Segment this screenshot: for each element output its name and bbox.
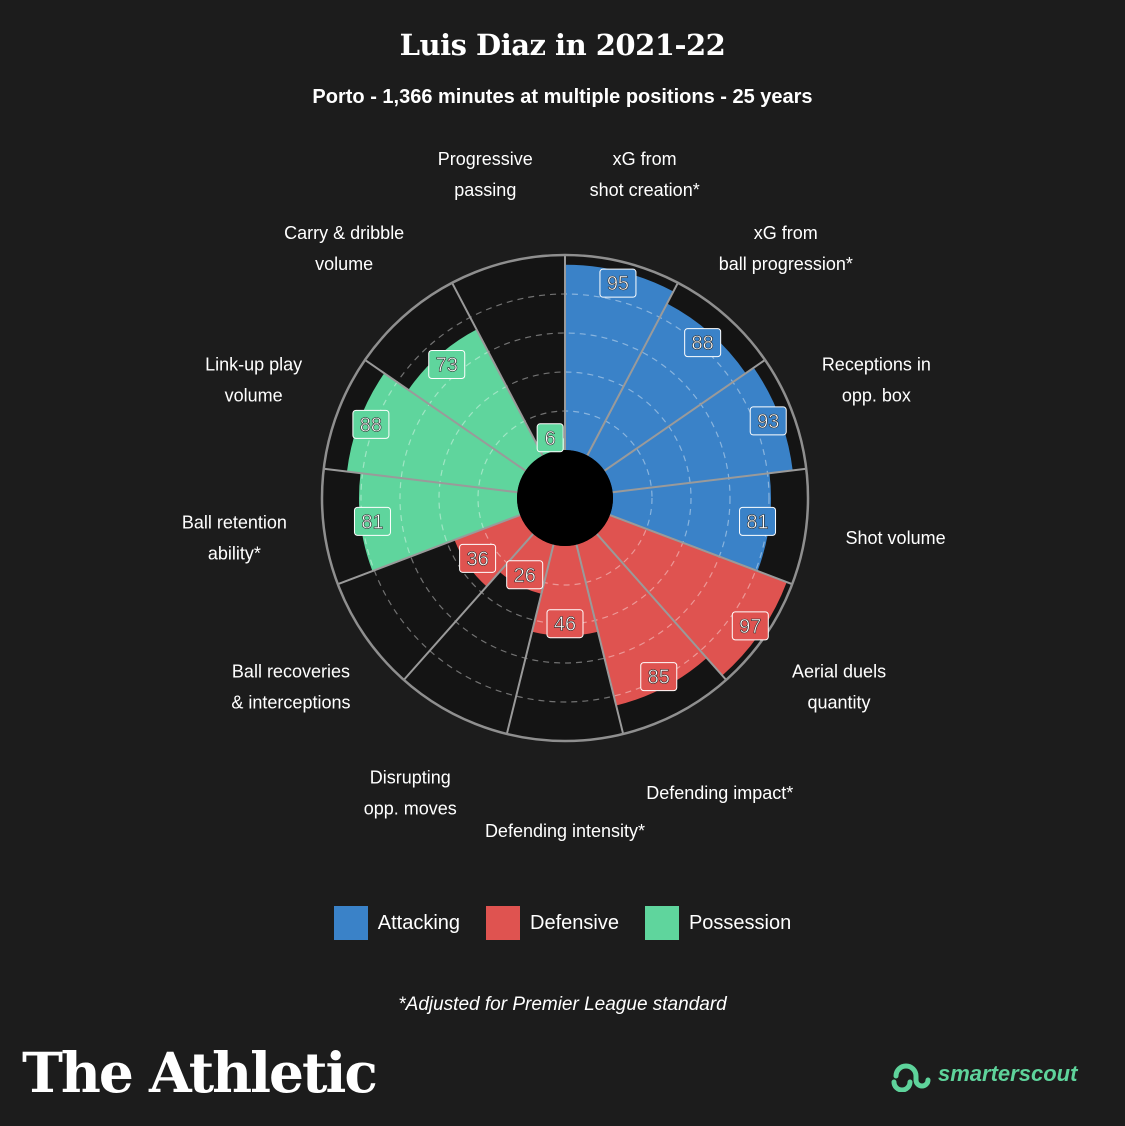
category-label: shot creation*	[590, 180, 700, 200]
category-label: Defending intensity*	[485, 821, 645, 841]
smarterscout-logo-icon	[891, 1063, 931, 1092]
value-label: 95	[607, 273, 629, 295]
value-label: 88	[360, 414, 382, 436]
value-badge	[459, 543, 497, 573]
legend: Attacking Defensive Possession	[0, 906, 1125, 940]
value-badge	[739, 506, 777, 536]
footnote: *Adjusted for Premier League standard	[398, 994, 727, 1015]
value-badge	[731, 611, 769, 641]
bar-shot-volume	[609, 473, 771, 572]
value-badge	[536, 423, 564, 453]
category-label: Defending impact*	[646, 783, 793, 803]
radial-separator	[403, 533, 534, 681]
category-label: opp. box	[842, 385, 911, 405]
legend-swatch-defensive	[486, 906, 521, 940]
value-label: 46	[554, 614, 576, 636]
value-badge	[428, 350, 466, 380]
category-label: passing	[454, 180, 516, 200]
value-badge	[684, 328, 722, 358]
category-label: xG from	[613, 149, 677, 169]
category-label: ball progression*	[719, 254, 853, 274]
value-badge	[546, 609, 584, 639]
category-label: Link-up play	[205, 354, 302, 374]
radial-separator	[612, 467, 807, 494]
category-label: Aerial duels	[792, 662, 886, 682]
partner-logo: smarterscout	[890, 1056, 1077, 1092]
value-label: 81	[746, 511, 768, 533]
category-label: Ball retention	[182, 513, 287, 533]
legend-label-possession: Possession	[688, 911, 792, 934]
value-label: 36	[466, 548, 488, 570]
category-label: Receptions in	[822, 354, 931, 374]
center-hole	[517, 450, 613, 546]
partner-name: smarterscout	[938, 1061, 1078, 1086]
category-label: Shot volume	[846, 528, 946, 548]
value-label: 73	[436, 355, 458, 377]
value-label: 6	[545, 428, 556, 450]
radial-separator	[575, 544, 625, 735]
bar-xg-from-shot-creation	[565, 264, 674, 456]
value-badge	[352, 409, 390, 439]
value-label: 85	[648, 667, 670, 689]
radial-separator	[323, 467, 518, 494]
category-label: Disrupting	[370, 767, 451, 787]
category-label: xG from	[754, 223, 818, 243]
category-label: volume	[315, 254, 373, 274]
category-label: volume	[225, 385, 283, 405]
value-badge	[640, 662, 678, 692]
value-badge	[506, 560, 544, 590]
legend-item-possession: Possession	[644, 906, 792, 940]
legend-label-defensive: Defensive	[530, 911, 619, 934]
value-label: 97	[739, 616, 761, 638]
category-label: Ball recoveries	[232, 662, 350, 682]
value-badge	[749, 406, 787, 436]
radial-separator	[505, 544, 555, 735]
bar-receptions-in-opp-box	[604, 367, 793, 493]
bar-link-up-play-volume	[347, 373, 526, 493]
value-badge	[353, 506, 391, 536]
radial-separator	[586, 282, 679, 456]
value-badge	[599, 268, 637, 298]
radial-separator	[596, 533, 727, 681]
radial-separator	[337, 514, 521, 586]
grid-circle-40	[438, 371, 692, 625]
category-label: Progressive	[438, 149, 533, 169]
radial-separator	[603, 359, 766, 472]
value-label: 88	[692, 333, 714, 355]
radial-separator	[364, 359, 527, 472]
category-label: ability*	[208, 544, 261, 564]
chart-subtitle: Porto - 1,366 minutes at multiple positi…	[312, 86, 813, 108]
value-label: 26	[514, 565, 536, 587]
value-label: 93	[757, 411, 779, 433]
brand-logo: The Athletic	[22, 1040, 378, 1105]
legend-label-attacking: Attacking	[377, 911, 461, 934]
chart-title: Luis Diaz in 2021-22	[399, 28, 726, 62]
category-label: quantity	[808, 693, 871, 713]
outer-ring	[320, 253, 810, 743]
category-label: opp. moves	[364, 798, 457, 818]
value-label: 81	[361, 511, 383, 533]
legend-swatch-possession	[644, 906, 679, 940]
category-label: & interceptions	[231, 693, 350, 713]
radial-separator	[609, 514, 793, 586]
radial-separator	[451, 282, 544, 456]
legend-swatch-attacking	[333, 906, 368, 940]
legend-item-attacking: Attacking	[333, 906, 461, 940]
legend-item-defensive: Defensive	[486, 906, 619, 940]
category-label: Carry & dribble	[284, 223, 404, 243]
grid-circle-60	[399, 332, 731, 664]
bar-ball-retention-ability	[359, 473, 521, 572]
